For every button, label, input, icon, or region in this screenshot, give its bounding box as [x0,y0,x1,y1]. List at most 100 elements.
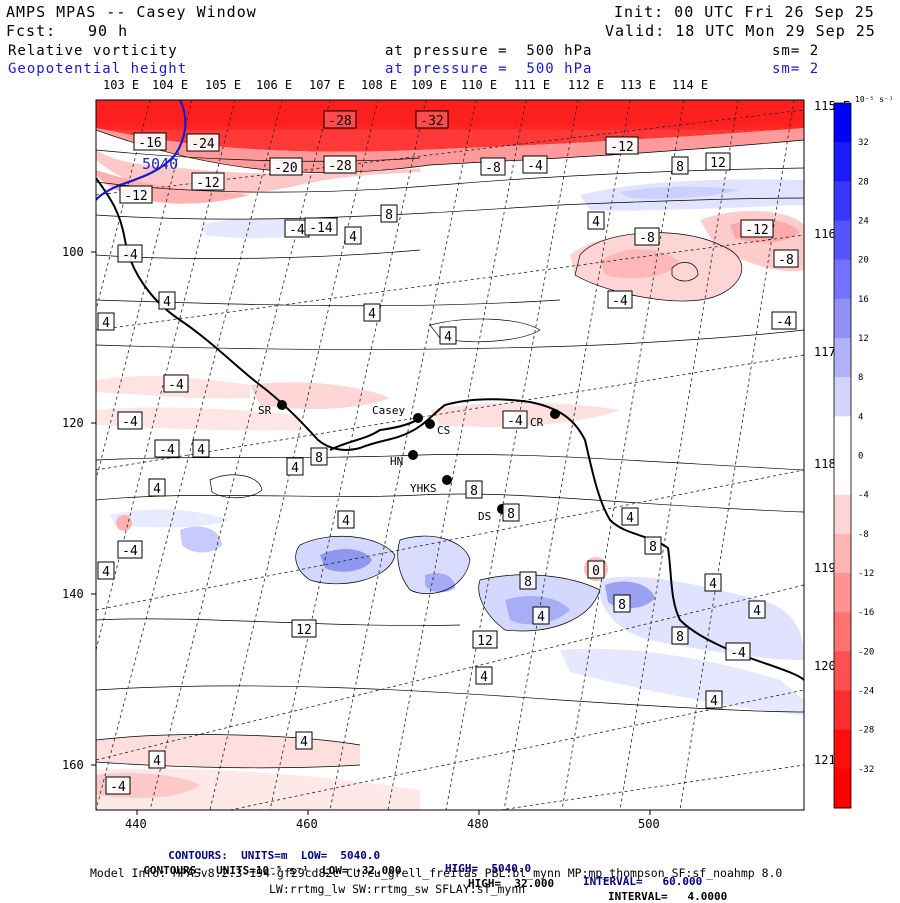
colorbar-tick-label: 8 [858,373,863,383]
contour-label-box: -32 [415,110,449,129]
field2-name: Geopotential height [8,61,188,77]
contour-label-value: -4 [507,414,523,429]
contour-label-box: -12 [191,172,225,191]
lon-label: 104 E [152,78,188,92]
contour-label-value: 4 [300,735,308,750]
contour-label-value: -4 [122,415,138,430]
x-tick-label: 500 [638,817,660,831]
contour-label-box: 8 [502,503,520,522]
y-tick-label: 140 [62,587,84,601]
contour-label-box: -4 [607,290,633,309]
lon-label: 106 E [256,78,292,92]
contour-label-value: 4 [197,443,205,458]
contour-label-value: -12 [124,189,147,204]
contour-label-value: 8 [676,160,684,175]
contour-label-value: -4 [730,646,746,661]
contour-label-box: 4 [192,439,210,458]
contour-label-box: 8 [380,204,398,223]
contour-label-value: -12 [196,176,219,191]
contour-label-value: -4 [122,248,138,263]
lat-lon-grid [96,100,804,810]
contour-label-box: 12 [472,630,498,649]
contour-label-box: -12 [740,219,774,238]
colorbar-segment [834,729,851,770]
contour-label-box: 4 [158,291,176,310]
contour-label-value: 12 [477,634,493,649]
contour-label-value: 8 [524,575,532,590]
contour-label-value: -4 [612,294,628,309]
lon-label: 108 E [361,78,397,92]
station-label-yhks: YHKS [410,482,437,495]
contour-label-box: -16 [133,132,167,151]
colorbar-segment [834,298,851,339]
contour-label-box: 4 [286,457,304,476]
contour-label-box: -8 [773,249,799,268]
contour-label-box: -4 [154,439,180,458]
contour-label-box: -4 [117,540,143,559]
contour-label-box: -4 [502,410,528,429]
contour-label-box: 4 [704,573,722,592]
contour-label-value: -4 [168,378,184,393]
contour-label-box: -12 [119,185,153,204]
contour-label-box: -8 [634,227,660,246]
contour-label-value: -4 [110,780,126,795]
contour-label-value: 4 [753,604,761,619]
contour-label-box: 4 [621,507,639,526]
contour-label-box: 4 [295,731,313,750]
contour-label-value: -8 [639,231,655,246]
station-marker-yhks [442,475,452,485]
lon-label: 114 E [672,78,708,92]
contour-label-box: -4 [163,374,189,393]
colorbar-segment [834,338,851,378]
height-contour-5040 [96,100,187,201]
colorbar-segment [834,377,851,417]
fcst-value: 90 h [88,22,129,40]
contour-label-value: 8 [470,484,478,499]
colorbar-tick-label: 12 [858,334,869,344]
y-tick-label: 100 [62,245,84,259]
colorbar-segment [834,494,851,535]
contour-label-box: 4 [344,226,362,245]
colorbar-tick-label: 32 [858,138,869,148]
colorbar-segment [834,455,851,496]
station-markers [277,400,560,514]
vorticity-contours [96,129,804,769]
contour-label-box: 12 [291,619,317,638]
contour-label-box: 4 [439,326,457,345]
contour-label-value: 4 [153,482,161,497]
lon-label: 107 E [309,78,345,92]
colorbar-segment [834,181,851,221]
x-axis-ticks: 440 460 480 500 [125,810,660,831]
init-time: Init: 00 UTC Fri 26 Sep 25 [614,3,875,21]
model-info-2: LW:rrtmg_lw SW:rrtmg_sw SFLAY:sf_mynn [269,882,526,896]
contour-label-value: -24 [191,137,215,152]
contour-label-value: -28 [328,114,351,129]
station-label-cr: CR [530,416,544,429]
colorbar-segment [834,768,851,809]
y-tick-label: 160 [62,758,84,772]
contour-label-value: 4 [368,307,376,322]
station-label-sr: SR [258,404,272,417]
contour-label-value: -12 [610,140,633,155]
contour-label-box: 12 [705,152,731,171]
colorbar-tick-label: 4 [858,412,863,422]
colorbar-tick-label: -12 [858,569,874,579]
colorbar-segment [834,220,851,261]
contour-label-box: 4 [475,666,493,685]
contour-label-value: 4 [592,215,600,230]
contour-label-value: 0 [592,564,600,579]
contour-label-value: 8 [315,451,323,466]
contour-label-value: -8 [485,161,501,176]
lon-label: 111 E [514,78,550,92]
contour-label-box: -4 [771,311,797,330]
x-tick-label: 460 [296,817,318,831]
field1-name: Relative vorticity [8,43,178,59]
colorbar-segment [834,573,851,613]
colorbar-tick-label: -28 [858,726,874,736]
colorbar-unit: 10⁻⁵ s⁻¹ [855,95,894,104]
contour-label-value: 8 [676,630,684,645]
contour-label-box: -4 [117,244,143,263]
lon-label: 110 E [461,78,497,92]
height-contour-label: 5040 [142,155,178,173]
lon-label: 103 E [103,78,139,92]
